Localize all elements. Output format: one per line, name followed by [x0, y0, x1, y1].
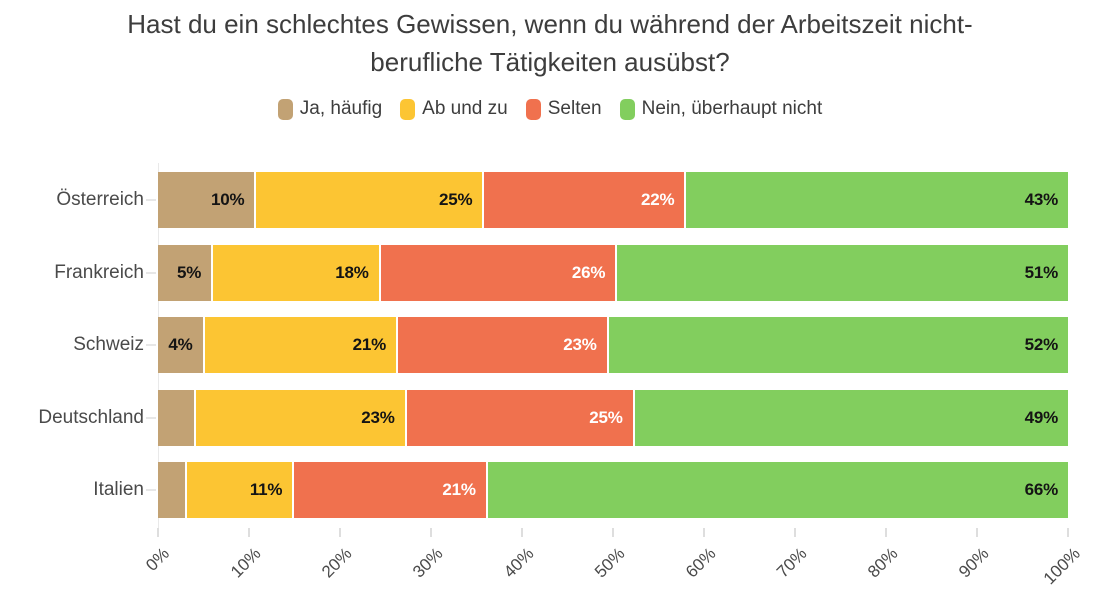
bar-segment: 66% [487, 462, 1068, 518]
x-axis-tick [1067, 528, 1069, 537]
x-axis-label: 30% [408, 544, 447, 582]
bar-segment: 52% [608, 317, 1068, 373]
x-axis-labels: 0% 10% 20% 30% 40% 50% 60% 70% 80% 90% 100% [143, 540, 1084, 600]
y-axis-tick [146, 271, 156, 274]
bar-value-label: 21% [442, 480, 476, 499]
x-axis-tick [794, 528, 796, 537]
bar-value-label: 26% [571, 262, 606, 282]
bar-segment: 49% [634, 389, 1068, 446]
bar-row: 5% 18% 26% 51% [158, 244, 1068, 301]
bar-row: 11% 21% 66% [158, 462, 1068, 518]
bar-value-label: 4% [168, 335, 193, 354]
category-label: Deutschland [38, 406, 144, 428]
x-axis-tick [521, 528, 523, 537]
x-axis-tick [248, 528, 250, 537]
x-axis-tick [339, 528, 341, 537]
x-axis-label: 10% [226, 544, 265, 582]
bar-segment: 22% [484, 172, 685, 228]
bar-segment: 23% [195, 389, 405, 446]
x-axis-label: 50% [590, 544, 629, 582]
bar-segment [158, 462, 186, 518]
bar-value-label: 11% [249, 480, 283, 499]
x-axis-label: 80% [863, 544, 902, 582]
x-axis-label: 0% [142, 544, 174, 575]
legend-label: Nein, überhaupt nicht [641, 98, 823, 119]
legend-color-swatch [277, 98, 293, 120]
bar-value-label: 22% [641, 190, 675, 209]
category-label: Frankreich [54, 261, 144, 283]
bar-value-label: 43% [1024, 190, 1059, 209]
plot-area: 10% 25% 22% 43% 5% 18% 26% 51% 4% 21% 23% 52% 23% 25%… [158, 163, 1068, 528]
y-axis-tick [146, 416, 156, 419]
chart-title-line-1: Hast du ein schlechtes Gewissen, wenn du… [127, 9, 973, 39]
bar-value-label: 21% [352, 335, 387, 354]
x-axis-label: 90% [954, 544, 993, 582]
y-axis-tick [146, 199, 156, 201]
x-axis-tick [430, 528, 432, 537]
bar-value-label: 49% [1024, 407, 1059, 427]
bar-segment: 5% [158, 244, 212, 301]
bar-segment: 11% [187, 462, 293, 518]
bar-segment: 21% [204, 317, 396, 373]
legend-color-swatch [619, 98, 635, 120]
legend-color-swatch [525, 98, 541, 120]
legend-color-swatch [400, 98, 416, 120]
legend-item: Ab und zu [400, 98, 508, 120]
bar-segment: 43% [686, 172, 1068, 228]
y-axis-tick [146, 344, 156, 346]
category-label: Italien [93, 479, 144, 500]
bar-segment: 25% [256, 172, 483, 228]
chart-title: Hast du ein schlechtes Gewissen, wenn du… [0, 5, 1100, 81]
bar-segment: 4% [158, 317, 203, 373]
bar-value-label: 5% [177, 262, 202, 282]
bar-value-label: 10% [210, 190, 245, 209]
bar-value-label: 25% [589, 407, 623, 427]
bar-segment: 51% [617, 244, 1068, 301]
x-axis-label: 70% [772, 544, 811, 582]
x-axis-tick [703, 528, 705, 537]
bar-value-label: 51% [1024, 262, 1059, 282]
legend-item: Ja, häufig [277, 98, 383, 120]
category-label: Österreich [56, 189, 144, 210]
x-axis-tick [976, 528, 978, 537]
bar-value-label: 66% [1024, 480, 1059, 499]
x-axis-label: 100% [1039, 544, 1084, 589]
bar-segment: 26% [380, 244, 616, 301]
legend-item: Selten [525, 98, 602, 120]
bar-row: 10% 25% 22% 43% [158, 172, 1068, 228]
bar-value-label: 23% [563, 335, 597, 354]
bar-value-label: 18% [335, 262, 369, 282]
x-axis-label: 20% [317, 544, 356, 582]
legend-label: Selten [547, 98, 602, 119]
bar-segment: 18% [213, 244, 379, 301]
legend-item: Nein, überhaupt nicht [619, 98, 823, 120]
legend-label: Ab und zu [422, 98, 508, 119]
bar-row: 23% 25% 49% [158, 389, 1068, 446]
x-axis-label: 40% [499, 544, 538, 582]
x-axis-tick [612, 528, 614, 537]
legend: Ja, häufig Ab und zu Selten Nein, überhaupt… [0, 98, 1100, 120]
bar-segment: 21% [294, 462, 486, 518]
bar-value-label: 25% [438, 190, 473, 209]
x-axis-tick [157, 528, 159, 537]
bar-segment: 10% [158, 172, 255, 228]
bar-segment: 25% [406, 389, 633, 446]
y-axis-labels: Österreich Frankreich Schweiz Deutschland It… [0, 165, 144, 528]
x-axis-tick [885, 528, 887, 537]
bar-segment [158, 389, 194, 446]
bar-value-label: 23% [361, 407, 395, 427]
y-axis-tick [146, 489, 156, 491]
bar-row: 4% 21% 23% 52% [158, 317, 1068, 373]
x-axis [157, 528, 1069, 538]
x-axis-label: 60% [681, 544, 720, 582]
bar-segment: 23% [398, 317, 607, 373]
bar-value-label: 52% [1024, 335, 1059, 354]
legend-label: Ja, häufig [299, 98, 383, 119]
chart-title-line-2: berufliche Tätigkeiten ausübst? [370, 47, 730, 77]
category-label: Schweiz [73, 334, 144, 355]
